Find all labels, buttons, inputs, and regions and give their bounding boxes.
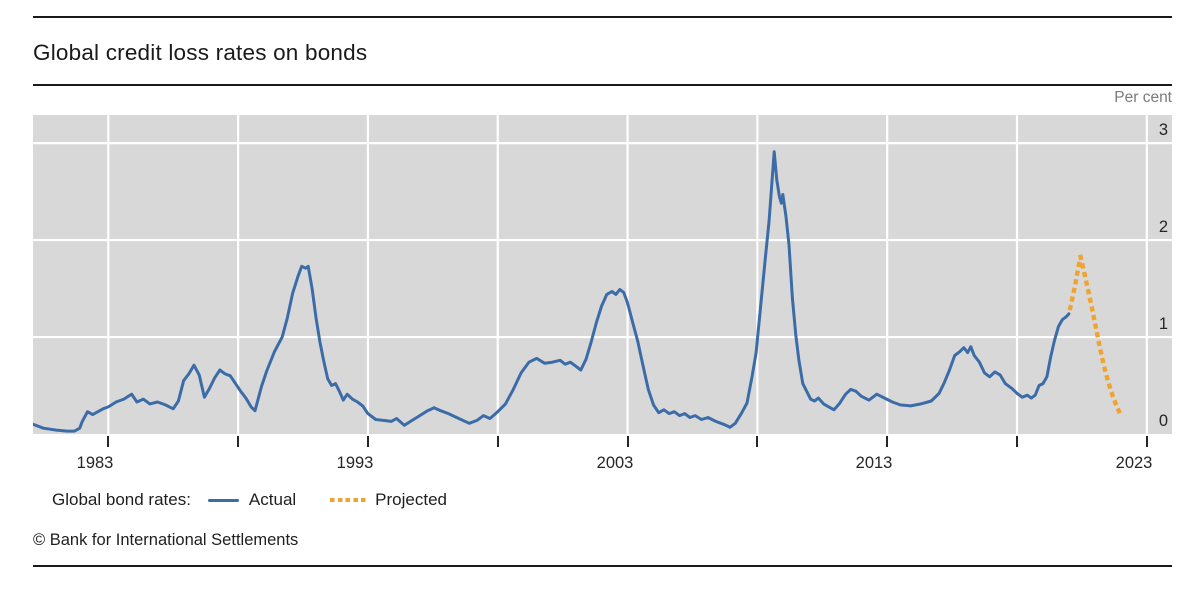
- legend: Global bond rates: Actual Projected: [52, 490, 447, 510]
- bottom-rule: [33, 565, 1172, 567]
- y-axis-unit-label: Per cent: [1114, 89, 1172, 106]
- y-axis-tick-label: 0: [1158, 412, 1168, 430]
- x-axis-tick-mark: [886, 436, 888, 447]
- actual-line-swatch: [207, 498, 239, 502]
- x-axis-tick-mark: [497, 436, 499, 447]
- title-divider-rule: [33, 84, 1172, 86]
- plot-area: [33, 115, 1172, 434]
- x-axis-tick-mark: [627, 436, 629, 447]
- x-axis-tick-label: 2013: [855, 454, 893, 472]
- x-axis-tick-mark: [237, 436, 239, 447]
- projected-dotted-swatch: [330, 497, 368, 503]
- legend-projected-label: Projected: [375, 490, 447, 509]
- x-axis-tick-mark: [367, 436, 369, 447]
- series-actual: [33, 150, 1071, 433]
- line-chart: [33, 115, 1172, 434]
- x-axis-tick-label: 2023: [1115, 454, 1153, 472]
- y-axis-tick-label: 3: [1158, 121, 1168, 139]
- copyright: © Bank for International Settlements: [33, 531, 299, 549]
- x-axis-tick-mark: [1016, 436, 1018, 447]
- x-axis-tick-mark: [1146, 436, 1148, 447]
- top-rule: [33, 16, 1172, 18]
- y-axis-tick-label: 2: [1158, 218, 1168, 236]
- x-axis-tick-label: 1983: [76, 454, 114, 472]
- chart-title: Global credit loss rates on bonds: [33, 40, 368, 65]
- series-projected: [1067, 254, 1123, 416]
- x-axis-tick-mark: [107, 436, 109, 447]
- legend-actual-label: Actual: [248, 490, 297, 509]
- legend-series-label: Global bond rates:: [52, 490, 191, 509]
- y-axis-tick-label: 1: [1158, 315, 1168, 333]
- x-axis-tick-label: 1993: [336, 454, 374, 472]
- x-axis-tick-label: 2003: [596, 454, 634, 472]
- x-axis-tick-mark: [756, 436, 758, 447]
